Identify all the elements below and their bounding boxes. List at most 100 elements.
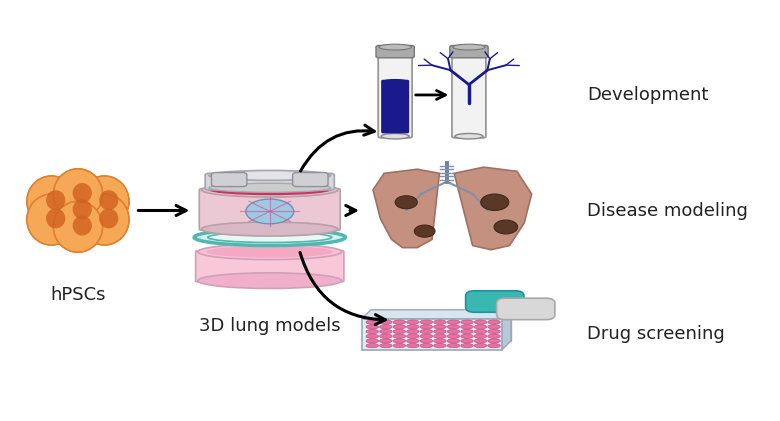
Ellipse shape <box>46 208 66 228</box>
Ellipse shape <box>393 329 406 334</box>
FancyBboxPatch shape <box>450 45 488 58</box>
Text: 3D lung models: 3D lung models <box>199 317 341 335</box>
FancyBboxPatch shape <box>452 52 486 138</box>
Ellipse shape <box>395 196 417 209</box>
Ellipse shape <box>380 339 392 343</box>
Ellipse shape <box>198 273 342 288</box>
Ellipse shape <box>393 320 406 324</box>
Polygon shape <box>362 319 502 350</box>
Ellipse shape <box>434 325 446 329</box>
Ellipse shape <box>73 199 92 219</box>
Ellipse shape <box>366 334 378 338</box>
Text: Drug screening: Drug screening <box>587 325 725 343</box>
Ellipse shape <box>209 171 331 180</box>
Ellipse shape <box>420 329 433 334</box>
FancyBboxPatch shape <box>381 80 410 133</box>
Ellipse shape <box>393 344 406 348</box>
Ellipse shape <box>366 325 378 329</box>
Ellipse shape <box>380 320 392 324</box>
Ellipse shape <box>488 320 500 324</box>
FancyBboxPatch shape <box>211 173 247 187</box>
Ellipse shape <box>488 329 500 334</box>
Ellipse shape <box>406 339 419 343</box>
Polygon shape <box>373 169 439 248</box>
Ellipse shape <box>207 246 333 258</box>
Polygon shape <box>502 310 511 350</box>
Ellipse shape <box>27 194 76 245</box>
Ellipse shape <box>480 194 509 210</box>
FancyBboxPatch shape <box>200 189 340 230</box>
Ellipse shape <box>207 232 332 242</box>
Ellipse shape <box>198 244 342 260</box>
Polygon shape <box>454 167 532 250</box>
Ellipse shape <box>488 339 500 343</box>
Ellipse shape <box>420 325 433 329</box>
Ellipse shape <box>406 344 419 348</box>
Ellipse shape <box>80 176 129 227</box>
Ellipse shape <box>73 183 92 203</box>
Ellipse shape <box>99 190 119 210</box>
Ellipse shape <box>246 199 294 224</box>
Ellipse shape <box>366 329 378 334</box>
Ellipse shape <box>452 44 485 50</box>
Ellipse shape <box>420 339 433 343</box>
Ellipse shape <box>366 320 378 324</box>
Polygon shape <box>362 310 511 319</box>
Ellipse shape <box>447 334 459 338</box>
Ellipse shape <box>474 344 487 348</box>
Ellipse shape <box>209 183 331 192</box>
Ellipse shape <box>53 201 102 252</box>
Ellipse shape <box>447 320 459 324</box>
Ellipse shape <box>474 320 487 324</box>
Ellipse shape <box>461 320 473 324</box>
Ellipse shape <box>474 325 487 329</box>
Ellipse shape <box>53 185 102 236</box>
Ellipse shape <box>201 183 338 197</box>
Ellipse shape <box>380 344 392 348</box>
Ellipse shape <box>381 133 410 139</box>
FancyBboxPatch shape <box>292 173 328 187</box>
Ellipse shape <box>99 208 119 228</box>
Ellipse shape <box>194 229 346 245</box>
Ellipse shape <box>46 190 66 210</box>
Ellipse shape <box>420 320 433 324</box>
Ellipse shape <box>474 329 487 334</box>
Ellipse shape <box>414 225 435 237</box>
FancyBboxPatch shape <box>196 250 344 282</box>
Ellipse shape <box>474 339 487 343</box>
Ellipse shape <box>488 325 500 329</box>
Ellipse shape <box>366 344 378 348</box>
Ellipse shape <box>434 344 446 348</box>
Polygon shape <box>370 310 511 341</box>
Text: hPSCs: hPSCs <box>50 286 106 304</box>
Ellipse shape <box>447 325 459 329</box>
Ellipse shape <box>393 339 406 343</box>
Ellipse shape <box>393 325 406 329</box>
Ellipse shape <box>406 329 419 334</box>
Ellipse shape <box>434 329 446 334</box>
FancyBboxPatch shape <box>205 173 335 190</box>
Ellipse shape <box>434 334 446 338</box>
Ellipse shape <box>381 51 410 56</box>
Ellipse shape <box>406 320 419 324</box>
Ellipse shape <box>461 325 473 329</box>
FancyBboxPatch shape <box>376 45 414 58</box>
Ellipse shape <box>447 339 459 343</box>
Ellipse shape <box>201 222 338 236</box>
Ellipse shape <box>455 51 483 56</box>
Ellipse shape <box>406 325 419 329</box>
FancyBboxPatch shape <box>466 291 524 312</box>
Ellipse shape <box>383 79 407 83</box>
Ellipse shape <box>379 44 411 50</box>
Ellipse shape <box>461 344 473 348</box>
Ellipse shape <box>488 334 500 338</box>
Ellipse shape <box>434 339 446 343</box>
Ellipse shape <box>461 339 473 343</box>
FancyBboxPatch shape <box>378 52 412 138</box>
Ellipse shape <box>447 344 459 348</box>
Ellipse shape <box>380 334 392 338</box>
Ellipse shape <box>366 339 378 343</box>
Ellipse shape <box>461 334 473 338</box>
Ellipse shape <box>27 176 76 227</box>
Ellipse shape <box>455 133 483 139</box>
